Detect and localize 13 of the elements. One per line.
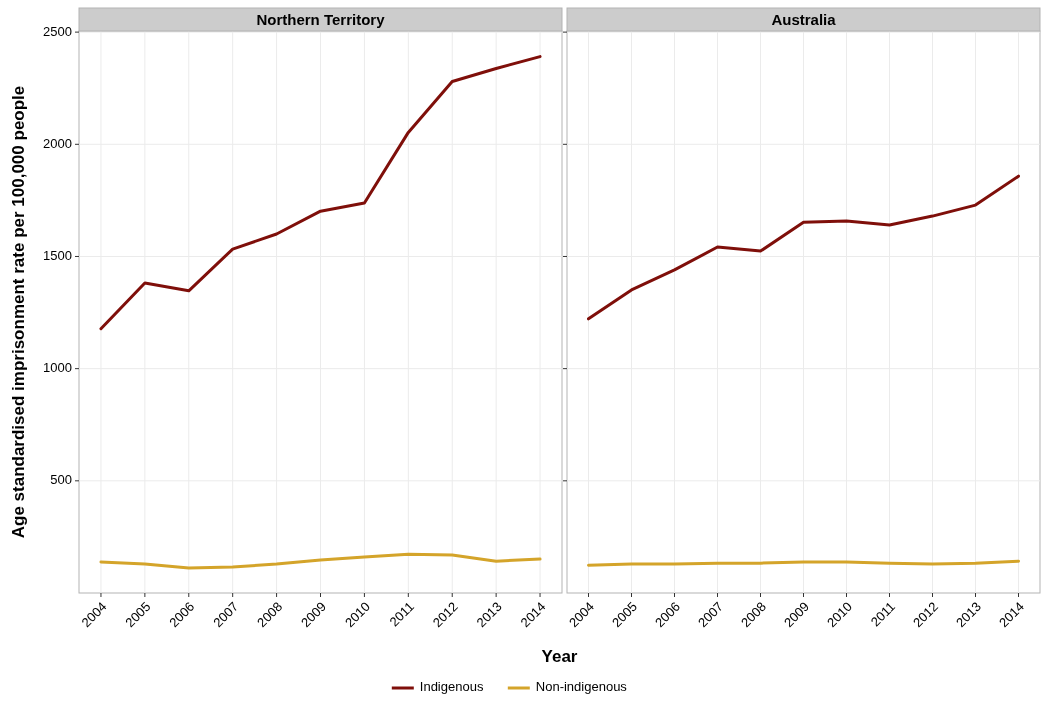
- x-axis-title: Year: [541, 647, 578, 666]
- y-tick-label: 500: [50, 472, 72, 488]
- legend-label: Non-indigenous: [535, 679, 628, 695]
- chart-title: Northern Territory: [256, 11, 386, 28]
- chart-title: Australia: [771, 11, 837, 28]
- line-series: [99, 55, 542, 331]
- y-axis-title: Age standardised imprisonment rate per 100,000 people: [9, 85, 28, 539]
- line-series: [99, 552, 542, 570]
- y-tick-label: 2000: [43, 135, 72, 151]
- legend-label: Indigenous: [419, 679, 484, 695]
- y-tick-label: 1500: [43, 247, 72, 263]
- y-tick-label: 1000: [43, 360, 72, 376]
- y-tick-label: 2500: [43, 23, 72, 39]
